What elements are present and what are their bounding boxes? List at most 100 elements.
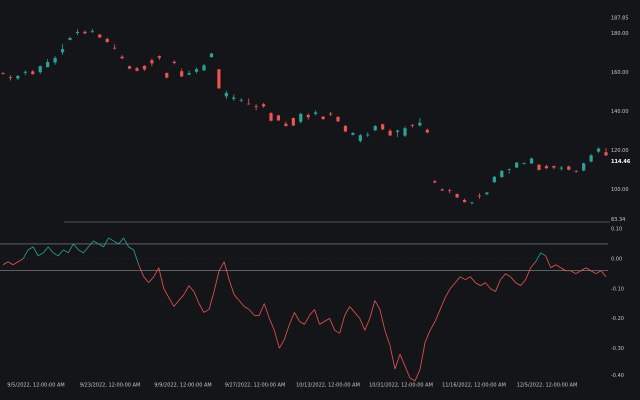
oscillator-line-segment [515, 282, 521, 286]
oscillator-tick-label: 0.00 [611, 257, 622, 263]
candle-body [314, 112, 318, 114]
candle-body [269, 113, 273, 121]
price-tick-label: 120.00 [611, 148, 629, 154]
candle-body [574, 170, 578, 172]
time-tick-label: 10/13/2022, 12:00:00 AM [296, 383, 360, 389]
oscillator-line-segment [37, 252, 44, 257]
oscillator-line-segment [319, 321, 325, 325]
oscillator-line-segment [309, 309, 315, 316]
candle-body [53, 57, 57, 63]
oscillator-line-segment [153, 267, 160, 277]
oscillator-line-segment [404, 365, 411, 379]
candle-body [582, 163, 586, 171]
time-axis: 9/5/2022, 12:00:00 AM 9/23/2022, 12:00:00… [7, 383, 577, 389]
candle-body [537, 164, 541, 170]
oscillator-line-segment [143, 276, 150, 283]
oscillator-line-segment [193, 291, 200, 304]
oscillator-line-segment [449, 282, 456, 289]
price-min-label: 83.34 [611, 217, 625, 223]
candle-body [127, 66, 132, 69]
oscillator-line-segment [173, 300, 180, 307]
oscillator-line-segment [339, 315, 346, 334]
candle-body [477, 195, 482, 197]
oscillator-line-segment [268, 318, 275, 331]
oscillator-line-segment [540, 252, 546, 257]
oscillator-line-segment [530, 261, 536, 268]
candle-body [500, 170, 504, 178]
oscillator-line-segment [213, 270, 220, 292]
oscillator-line-segment [379, 309, 386, 331]
oscillator-line-segment [188, 285, 195, 292]
oscillator-line-segment [344, 306, 351, 316]
oscillator-line-segment [354, 312, 361, 319]
oscillator-tick-label: -0.20 [611, 316, 624, 322]
candle-body [194, 69, 199, 72]
candle-body [306, 114, 310, 118]
oscillator-line-segment [198, 303, 205, 313]
candle-body [299, 113, 303, 122]
last-price-label: 114.46 [611, 159, 631, 165]
candle-body [336, 116, 340, 122]
oscillator-line-segment [465, 276, 471, 281]
candle-body [395, 130, 400, 132]
oscillator-line-segment [304, 315, 310, 325]
oscillator-line-segment [158, 267, 165, 289]
oscillator-line-segment [369, 300, 376, 319]
oscillator-line-segment [138, 264, 145, 277]
oscillator-line-segment [324, 318, 330, 322]
candle-body [202, 65, 206, 71]
oscillator-line-segment [123, 237, 129, 248]
candle-body [224, 92, 228, 97]
oscillator-line-segment [505, 273, 511, 278]
oscillator-tick-label: -0.40 [611, 373, 624, 379]
candle-body [440, 189, 444, 191]
candle-body [567, 166, 571, 170]
oscillator-line-segment [520, 279, 526, 286]
candle-body [90, 31, 94, 33]
oscillator-line-segment [590, 270, 597, 275]
oscillator-line-segment [73, 243, 79, 251]
oscillator-line-segment [555, 264, 561, 269]
candle-body [60, 49, 65, 53]
oscillator-line-segment [444, 288, 451, 298]
candle-body [135, 68, 139, 71]
oscillator-line-segment [575, 270, 582, 275]
candle-body [596, 148, 601, 152]
oscillator-line-segment [394, 354, 401, 370]
candle-body [388, 130, 392, 136]
oscillator-line-segment [419, 342, 426, 370]
oscillator-line-segment [500, 273, 506, 280]
oscillator-line-segment [178, 294, 185, 301]
oscillator-line-segment [454, 276, 461, 283]
candle-body [515, 162, 519, 168]
candle-body [38, 66, 42, 73]
oscillator-line-segment [374, 300, 381, 310]
oscillator-line-segment [67, 243, 74, 254]
oscillator-line-segment [258, 303, 265, 316]
candle-body [83, 31, 87, 34]
oscillator-line-segment [133, 249, 140, 265]
oscillator-line-segment [570, 270, 577, 275]
oscillator-line-segment [63, 249, 69, 254]
oscillator-line-segment [429, 321, 436, 331]
oscillator-line-segment [545, 255, 552, 268]
candle-body [16, 75, 20, 79]
candle-body [120, 56, 124, 59]
oscillator-line-segment [600, 270, 607, 277]
oscillator-line-segment [228, 279, 235, 295]
candle-body [232, 97, 236, 99]
time-tick-label: 9/5/2022, 12:00:00 AM [7, 383, 64, 389]
oscillator-line-segment [22, 249, 29, 259]
candle-body [425, 129, 429, 133]
oscillator-line-segment [168, 297, 175, 307]
time-tick-label: 9/27/2022, 12:00:00 AM [225, 383, 286, 389]
oscillator-line-segment [334, 329, 340, 334]
oscillator-line-segment [148, 276, 155, 283]
oscillator-line-segment [88, 240, 94, 248]
candle-body [366, 134, 370, 136]
oscillator-line-segment [475, 282, 481, 286]
candle-body [522, 163, 526, 164]
oscillator-line-segment [495, 279, 501, 292]
